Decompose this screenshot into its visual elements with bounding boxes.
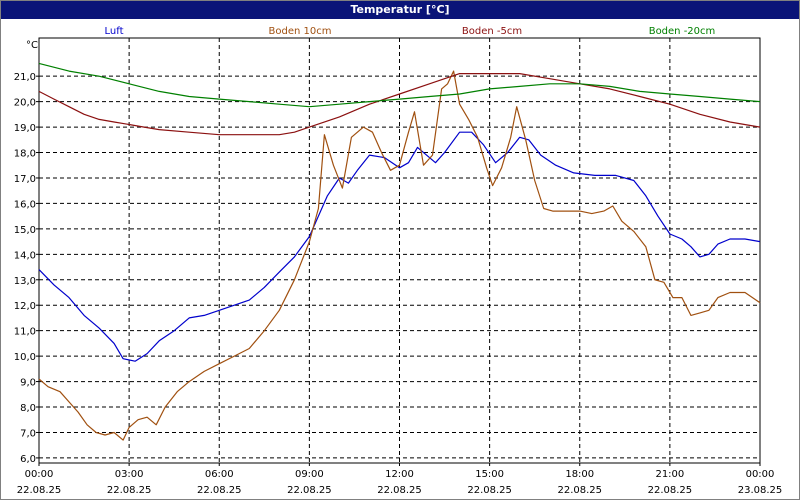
x-axis-ticks: 00:00 22.08.25 03:00 22.08.25 06:00 22.08.25 0… (17, 463, 783, 496)
legend-boden-20cm: Boden -20cm (649, 26, 716, 37)
x-tick-date: 22.08.25 (287, 485, 332, 496)
series-line-boden-10cm (38, 70, 761, 441)
y-tick-label: 15,0 (14, 225, 36, 236)
y-tick-label: 21,0 (14, 72, 36, 83)
y-tick-label: 17,0 (14, 174, 36, 185)
x-tick-time: 15:00 (475, 469, 504, 480)
y-tick-label: 18,0 (14, 149, 36, 160)
x-tick-date: 22.08.25 (557, 485, 602, 496)
y-tick-label: 14,0 (14, 250, 36, 261)
y-tick-label: 20,0 (14, 98, 36, 109)
y-tick-label: 11,0 (14, 327, 36, 338)
x-tick-date: 23.08.25 (738, 485, 783, 496)
legend-boden-5cm: Boden -5cm (462, 26, 522, 37)
x-tick-time: 18:00 (565, 469, 594, 480)
series-lines (38, 62, 761, 441)
y-tick-label: 12,0 (14, 301, 36, 312)
y-axis-unit: °C (26, 40, 38, 51)
y-tick-label: 7,0 (20, 428, 36, 439)
y-tick-label: 8,0 (20, 403, 36, 414)
series-line-boden-20cm (38, 62, 761, 108)
legend-luft: Luft (105, 26, 124, 37)
chart-title: Temperatur [°C] (350, 3, 450, 16)
x-tick-date: 22.08.25 (17, 485, 62, 496)
legend: Luft Boden 10cm Boden -5cm Boden -20cm (105, 26, 716, 37)
y-tick-label: 13,0 (14, 276, 36, 287)
title-bar: Temperatur [°C] (1, 1, 799, 19)
x-tick-time: 12:00 (385, 469, 414, 480)
legend-boden-10cm: Boden 10cm (269, 26, 332, 37)
series-line-luft (38, 131, 761, 362)
x-tick-time: 00:00 (746, 469, 775, 480)
y-axis-ticks: 6,0 7,0 8,0 9,0 10,0 11,0 12,0 13,0 14,0 15,0 16,0… (14, 72, 39, 465)
x-tick-time: 21:00 (655, 469, 684, 480)
y-tick-label: 9,0 (20, 378, 36, 389)
x-tick-time: 03:00 (115, 469, 144, 480)
x-tick-date: 22.08.25 (107, 485, 152, 496)
x-tick-date: 22.08.25 (197, 485, 242, 496)
y-tick-label: 16,0 (14, 199, 36, 210)
grid-lines (39, 38, 760, 463)
x-tick-date: 22.08.25 (648, 485, 693, 496)
y-tick-label: 6,0 (20, 454, 36, 465)
y-tick-label: 19,0 (14, 123, 36, 134)
x-tick-time: 09:00 (295, 469, 324, 480)
x-tick-date: 22.08.25 (467, 485, 512, 496)
x-tick-date: 22.08.25 (377, 485, 422, 496)
x-tick-time: 00:00 (25, 469, 54, 480)
y-tick-label: 10,0 (14, 352, 36, 363)
series-line-boden-5cm (38, 73, 761, 136)
x-tick-time: 06:00 (205, 469, 234, 480)
